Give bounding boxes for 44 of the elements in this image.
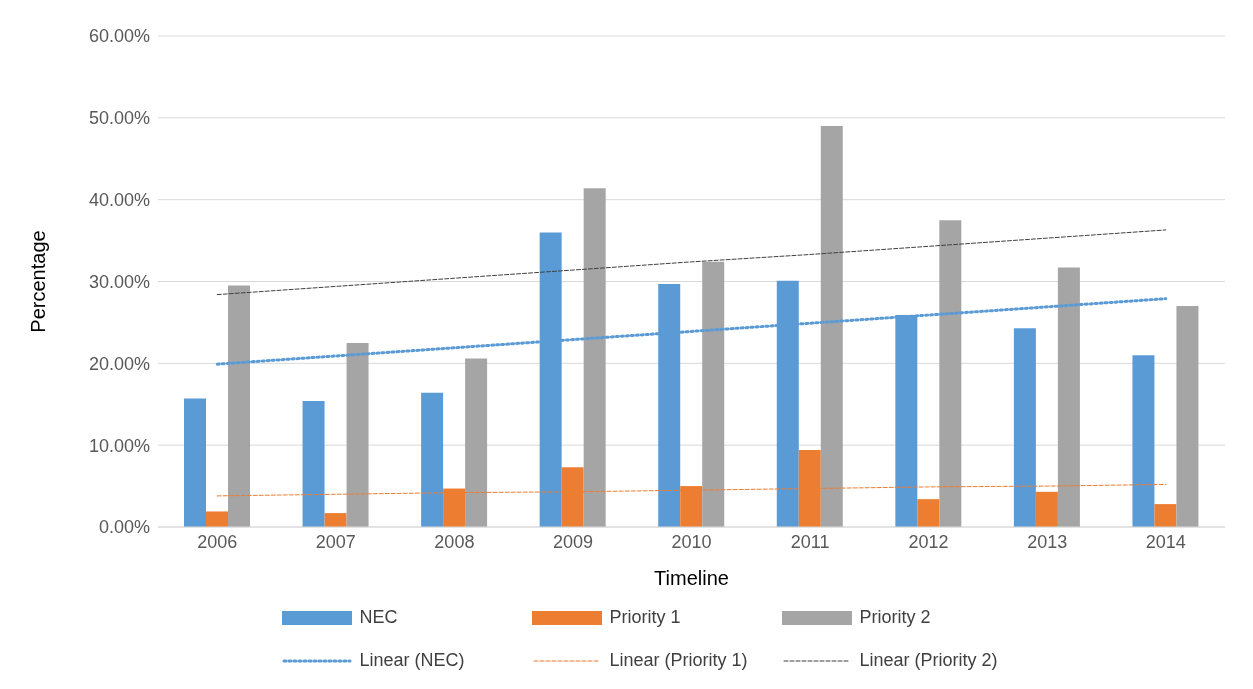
- legend-label: Linear (NEC): [359, 650, 465, 671]
- x-axis-title: Timeline: [654, 567, 729, 589]
- bar: [206, 511, 228, 527]
- x-tick-label: 2007: [315, 531, 356, 552]
- y-tick-label: 20.00%: [88, 353, 150, 374]
- legend-label: Priority 1: [609, 607, 681, 628]
- y-tick-label: 50.00%: [88, 108, 150, 129]
- bar: [465, 358, 488, 527]
- x-tick-label: 2006: [197, 531, 238, 552]
- y-tick-label: 60.00%: [88, 26, 150, 47]
- x-tick-label: 2010: [671, 531, 712, 552]
- bar: [1176, 306, 1199, 527]
- bar: [1035, 491, 1058, 527]
- x-tick-label: 2013: [1027, 531, 1068, 552]
- x-tick-label: 2012: [908, 531, 949, 552]
- legend-label: NEC: [359, 607, 398, 628]
- x-tick-label: 2014: [1145, 531, 1186, 552]
- bar: [1154, 504, 1177, 527]
- bar: [346, 342, 369, 527]
- bar: [1132, 355, 1155, 527]
- y-tick-label: 30.00%: [88, 271, 150, 292]
- bar: [184, 398, 206, 527]
- y-tick-label: 0.00%: [98, 517, 150, 538]
- bar: [702, 261, 725, 527]
- bar: [302, 400, 325, 527]
- y-tick-label: 10.00%: [88, 435, 150, 456]
- bar: [324, 513, 347, 527]
- legend-label: Priority 2: [859, 607, 931, 628]
- bar: [1057, 267, 1080, 527]
- x-tick-label: 2009: [552, 531, 593, 552]
- x-tick-label: 2008: [434, 531, 475, 552]
- bar: [421, 392, 444, 527]
- bar: [820, 126, 843, 527]
- bar: [228, 285, 250, 527]
- bar: [939, 220, 962, 527]
- line-series: [216, 229, 1167, 296]
- bar: [1013, 328, 1036, 527]
- x-tick-label: 2011: [790, 531, 830, 552]
- bar: [583, 188, 606, 527]
- bar: [917, 499, 940, 527]
- legend-label: Linear (Priority 2): [859, 650, 998, 671]
- y-axis-title: Percentage: [27, 230, 50, 333]
- y-tick-label: 40.00%: [88, 190, 150, 211]
- legend-label: Linear (Priority 1): [609, 650, 748, 671]
